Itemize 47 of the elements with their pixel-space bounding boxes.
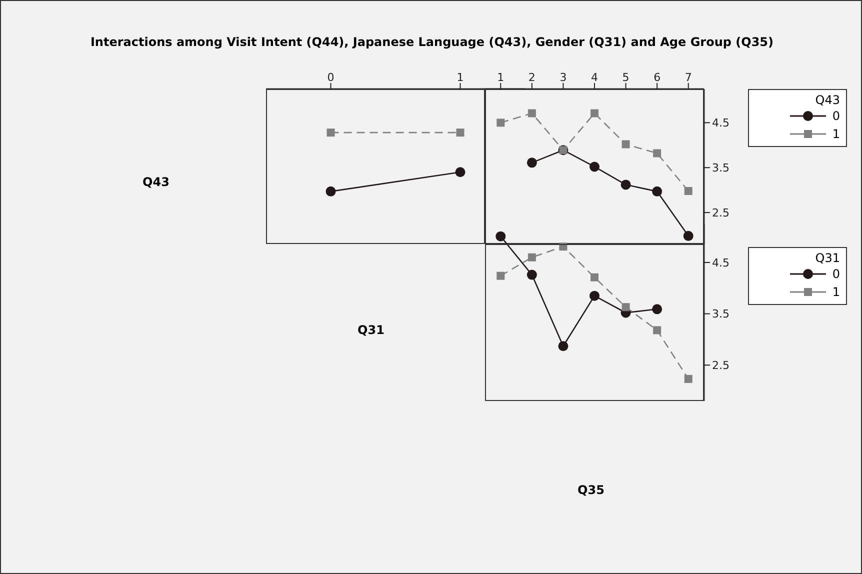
legend-label: 1 [832, 285, 840, 299]
point [590, 290, 600, 301]
y-tick-label: 2.5 [712, 206, 730, 220]
point [620, 180, 631, 190]
point [622, 303, 630, 312]
point [496, 272, 505, 280]
x-tick-label: 3 [560, 71, 567, 84]
point [653, 326, 662, 334]
point [683, 230, 694, 241]
x-tick-label: 1 [456, 71, 464, 84]
point [652, 304, 662, 314]
x-tick-label: 6 [654, 71, 661, 84]
x-tick-label: 7 [684, 71, 692, 84]
point [526, 270, 537, 280]
legend-title: Q43 [814, 93, 840, 107]
point [653, 149, 662, 158]
text: Q31 [356, 323, 386, 337]
legend-label: 0 [832, 109, 840, 123]
text: Q43 [142, 175, 170, 189]
y-tick-label: 4.5 [712, 256, 730, 270]
text: Q35 [576, 483, 606, 497]
x-tick-label: 1 [497, 71, 504, 84]
point [590, 162, 600, 172]
x-tick-label: 5 [622, 71, 630, 84]
y-tick-label: 4.5 [712, 116, 730, 130]
point [590, 109, 598, 118]
x-tick-label: 4 [591, 71, 598, 84]
point [590, 273, 598, 282]
point [622, 140, 630, 148]
point [528, 109, 536, 118]
point [558, 341, 568, 352]
y-tick-label: 3.5 [712, 162, 730, 175]
x-tick-label: 2 [528, 71, 536, 84]
point [496, 118, 505, 127]
point [528, 253, 536, 262]
legend-label: 1 [832, 127, 840, 141]
legend-label: 0 [832, 267, 840, 281]
point [684, 374, 692, 383]
point [526, 158, 537, 168]
point [496, 231, 506, 242]
x-tick-label: 0 [327, 71, 334, 84]
legend-title: Q31 [814, 251, 840, 265]
y-tick-label: 2.5 [712, 358, 730, 372]
point [652, 186, 662, 196]
y-tick-label: 3.5 [712, 308, 730, 321]
chart-title: Interactions among Visit Intent (Q44), Japanese Language (Q43), Gender (Q31) and Age Group (Q35) [89, 35, 775, 49]
point [684, 186, 692, 195]
